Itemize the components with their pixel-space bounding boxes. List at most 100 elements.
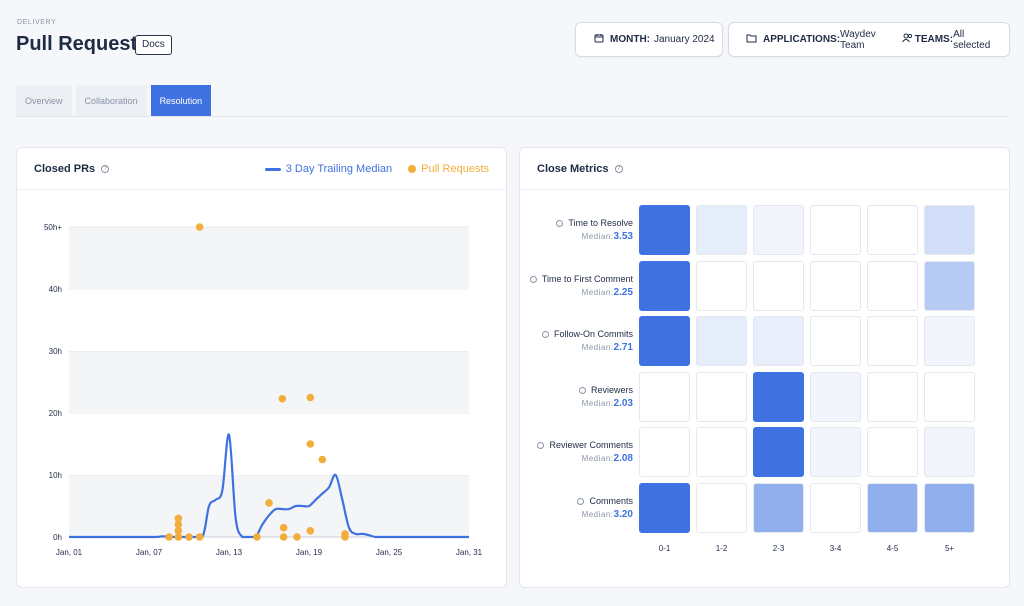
heatmap-cell[interactable]: [867, 371, 918, 422]
heatmap-cell[interactable]: [810, 482, 861, 533]
tabs-divider: [16, 116, 1009, 117]
heatmap-cell[interactable]: [867, 316, 918, 366]
heatmap-cell[interactable]: [753, 316, 804, 366]
bucket-column-label: 2-3: [772, 544, 785, 553]
heatmap-cell[interactable]: [753, 371, 804, 422]
month-filter[interactable]: MONTH: January 2024: [575, 22, 723, 57]
median-series-line: [68, 433, 469, 539]
pull-request-point: [174, 514, 183, 523]
heatmap-cell[interactable]: [639, 205, 690, 255]
tab-collaboration[interactable]: Collaboration: [75, 85, 147, 117]
heatmap-cell[interactable]: [753, 205, 804, 255]
heatmap-cell[interactable]: [753, 260, 804, 311]
tab-bar: Overview Collaboration Resolution: [16, 85, 215, 117]
applications-teams-filter[interactable]: APPLICATIONS: Waydev Team TEAMS: All sel…: [728, 22, 1010, 57]
metric-name: Comments: [589, 495, 633, 506]
y-tick-label: 20h: [49, 409, 62, 418]
help-icon[interactable]: [577, 497, 585, 505]
chart-legend: 3 Day Trailing Median Pull Requests: [264, 163, 489, 175]
heatmap-cell[interactable]: [924, 371, 975, 422]
pull-request-point: [279, 523, 288, 532]
pull-request-point: [293, 533, 301, 541]
metric-name: Reviewer Comments: [549, 440, 633, 450]
heatmap-cell[interactable]: [924, 316, 975, 366]
y-tick-label: 30h: [49, 347, 62, 356]
calendar-icon: [594, 33, 604, 46]
heatmap-cell[interactable]: [696, 260, 747, 311]
docs-button[interactable]: Docs: [135, 35, 172, 55]
pull-request-point: [278, 394, 287, 403]
heatmap-cell[interactable]: [810, 427, 861, 477]
closed-prs-title: Closed PRs: [34, 162, 96, 175]
pull-request-point: [174, 520, 183, 529]
metric-row-label: Comments Median:3.20: [577, 496, 633, 520]
heatmap-cell[interactable]: [753, 482, 804, 533]
bucket-column-label: 4-5: [886, 544, 899, 553]
pull-request-point: [341, 530, 349, 538]
info-icon[interactable]: ?: [101, 164, 110, 173]
heatmap-cell[interactable]: [639, 371, 690, 422]
heatmap-cell[interactable]: [639, 427, 690, 477]
users-icon: [901, 33, 913, 46]
heatmap-cell[interactable]: [639, 260, 690, 311]
info-icon[interactable]: ?: [614, 164, 623, 173]
legend-prs-label[interactable]: Pull Requests: [421, 163, 489, 175]
heatmap-cell[interactable]: [810, 260, 861, 311]
x-tick-label: Jan, 25: [376, 548, 403, 557]
folder-icon: [746, 33, 757, 46]
month-filter-value: January 2024: [654, 34, 715, 45]
tab-resolution[interactable]: Resolution: [150, 85, 212, 117]
help-icon[interactable]: [529, 275, 537, 283]
heatmap-cell[interactable]: [696, 371, 747, 422]
y-tick-label: 50h+: [44, 223, 62, 232]
heatmap-cell[interactable]: [696, 427, 747, 477]
heatmap-cell[interactable]: [810, 371, 861, 422]
pull-request-point: [253, 533, 261, 541]
help-icon[interactable]: [578, 386, 586, 394]
heatmap-cell[interactable]: [810, 205, 861, 255]
heatmap-cell[interactable]: [810, 316, 861, 366]
heatmap-cell[interactable]: [867, 205, 918, 255]
heatmap-cell[interactable]: [696, 482, 747, 533]
applications-value: Waydev Team: [840, 28, 876, 51]
heatmap-cell[interactable]: [924, 482, 975, 533]
metric-median: Median:2.03: [581, 397, 633, 409]
close-metrics-title: Close Metrics: [537, 162, 609, 175]
closed-prs-card: Closed PRs ? 3 Day Trailing Median Pull …: [16, 147, 507, 588]
metric-row-label: Reviewers Median:2.03: [578, 384, 633, 409]
heatmap-cell[interactable]: [696, 205, 747, 255]
legend-median-label[interactable]: 3 Day Trailing Median: [285, 163, 393, 175]
heatmap-cell[interactable]: [639, 316, 690, 366]
tab-overview[interactable]: Overview: [16, 85, 72, 117]
heatmap-cell[interactable]: [867, 427, 918, 477]
bucket-column-label: 1-2: [715, 544, 728, 553]
metric-name: Time to Resolve: [568, 218, 633, 228]
x-tick-label: Jan, 13: [216, 548, 243, 557]
help-icon[interactable]: [537, 442, 545, 449]
pull-request-point: [174, 533, 183, 541]
metric-name: Reviewers: [590, 384, 633, 395]
metric-median: Median:2.08: [581, 453, 633, 464]
metric-row-label: Time to Resolve Median:3.53: [556, 218, 633, 242]
heatmap-cell[interactable]: [867, 260, 918, 311]
help-icon[interactable]: [541, 331, 549, 338]
heatmap-cell[interactable]: [924, 427, 975, 477]
y-tick-label: 0h: [53, 533, 62, 542]
bucket-column-label: 0-1: [658, 544, 671, 553]
help-icon[interactable]: [556, 220, 564, 227]
pull-request-point: [318, 455, 327, 464]
heatmap-cell[interactable]: [867, 482, 918, 533]
heatmap-cell[interactable]: [753, 427, 804, 477]
heatmap-cell[interactable]: [924, 260, 975, 311]
pull-request-point: [306, 393, 315, 402]
close-metrics-card: Close Metrics ? Time to Resolve Median:3.…: [519, 147, 1010, 588]
heatmap-cell[interactable]: [639, 482, 690, 533]
teams-label: TEAMS:: [914, 34, 954, 45]
chart-band: [69, 289, 469, 351]
y-tick-label: 40h: [49, 285, 62, 294]
month-filter-label: MONTH:: [610, 34, 650, 45]
x-tick-label: Jan, 07: [136, 548, 163, 557]
heatmap-cell[interactable]: [924, 205, 975, 255]
chart-band: [69, 413, 469, 475]
heatmap-cell[interactable]: [696, 316, 747, 366]
